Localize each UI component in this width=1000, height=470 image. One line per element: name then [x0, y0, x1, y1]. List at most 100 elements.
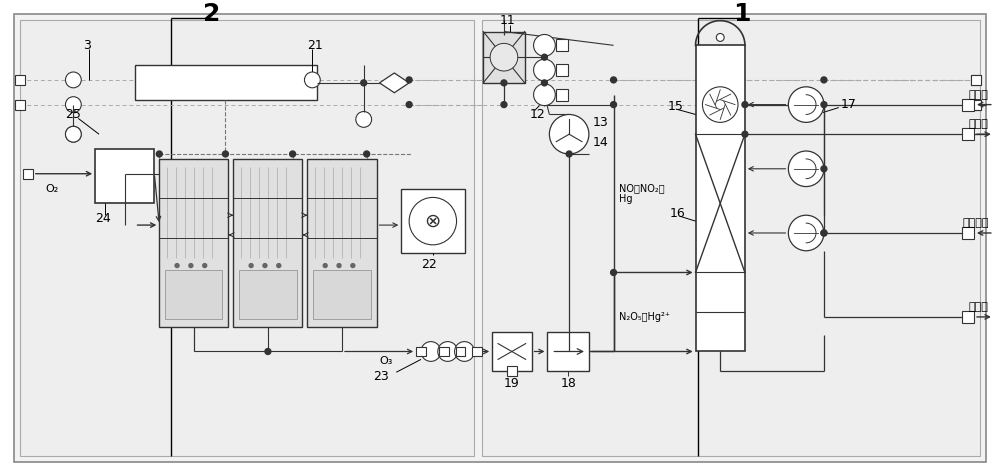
- Bar: [556, 89, 568, 101]
- Circle shape: [455, 342, 474, 361]
- Text: 25: 25: [65, 108, 81, 121]
- Bar: [159, 159, 228, 327]
- Text: O₂: O₂: [46, 184, 59, 194]
- Bar: [483, 31, 525, 83]
- Circle shape: [821, 77, 827, 83]
- Bar: [135, 65, 317, 100]
- Text: 3: 3: [83, 39, 91, 52]
- Text: 24: 24: [95, 212, 111, 225]
- Circle shape: [249, 264, 253, 267]
- Text: 11: 11: [500, 14, 516, 27]
- Circle shape: [364, 151, 370, 157]
- Circle shape: [406, 77, 412, 83]
- Bar: [962, 128, 974, 140]
- Bar: [307, 159, 377, 327]
- Bar: [696, 45, 745, 352]
- Circle shape: [156, 151, 162, 157]
- Circle shape: [534, 34, 555, 56]
- Circle shape: [222, 151, 228, 157]
- Bar: [962, 227, 974, 239]
- Circle shape: [438, 342, 458, 361]
- Bar: [165, 269, 222, 319]
- Circle shape: [821, 230, 827, 236]
- Bar: [547, 332, 589, 371]
- Text: 23: 23: [374, 370, 389, 383]
- Bar: [971, 100, 981, 110]
- Bar: [962, 311, 974, 323]
- Bar: [15, 75, 25, 85]
- Bar: [971, 75, 981, 85]
- Circle shape: [277, 264, 281, 267]
- Bar: [492, 332, 532, 371]
- Circle shape: [65, 126, 81, 142]
- Bar: [23, 169, 33, 179]
- Circle shape: [175, 264, 179, 267]
- Text: O₃: O₃: [380, 356, 393, 367]
- Circle shape: [263, 264, 267, 267]
- Circle shape: [323, 264, 327, 267]
- Circle shape: [611, 102, 617, 108]
- Text: 22: 22: [421, 258, 437, 271]
- Circle shape: [788, 151, 824, 187]
- Bar: [439, 346, 449, 356]
- Circle shape: [821, 230, 827, 236]
- Text: ⊗: ⊗: [425, 212, 441, 231]
- Bar: [416, 346, 426, 356]
- Circle shape: [541, 80, 547, 86]
- Bar: [472, 346, 482, 356]
- Text: 19: 19: [504, 376, 520, 390]
- Circle shape: [65, 97, 81, 112]
- Circle shape: [361, 80, 367, 86]
- Text: 18: 18: [560, 376, 576, 390]
- Bar: [971, 100, 981, 110]
- Circle shape: [265, 349, 271, 354]
- Circle shape: [337, 264, 341, 267]
- Circle shape: [821, 166, 827, 172]
- Bar: [456, 346, 465, 356]
- Bar: [95, 149, 154, 204]
- Circle shape: [611, 269, 617, 275]
- Text: NO、NO₂、
Hg: NO、NO₂、 Hg: [619, 183, 664, 204]
- Bar: [556, 64, 568, 76]
- Circle shape: [409, 197, 457, 245]
- Circle shape: [566, 151, 572, 157]
- Text: 废液出: 废液出: [969, 302, 989, 312]
- Bar: [482, 20, 980, 456]
- Text: N₂O₅、Hg²⁺: N₂O₅、Hg²⁺: [619, 312, 670, 322]
- Circle shape: [501, 102, 507, 108]
- Circle shape: [611, 77, 617, 83]
- Circle shape: [742, 131, 748, 137]
- Text: 15: 15: [668, 100, 684, 113]
- Circle shape: [788, 87, 824, 122]
- Circle shape: [716, 33, 724, 41]
- Text: 21: 21: [307, 39, 323, 52]
- Circle shape: [406, 102, 412, 108]
- Text: 16: 16: [670, 207, 686, 220]
- Circle shape: [356, 111, 372, 127]
- Circle shape: [304, 72, 320, 88]
- Polygon shape: [380, 73, 409, 93]
- Text: 14: 14: [593, 136, 609, 149]
- Circle shape: [490, 43, 518, 71]
- Circle shape: [534, 59, 555, 81]
- Text: 烟气出: 烟气出: [969, 119, 989, 129]
- Circle shape: [65, 72, 81, 88]
- Text: 13: 13: [593, 116, 609, 129]
- Bar: [401, 188, 465, 253]
- Circle shape: [534, 84, 555, 106]
- Bar: [962, 99, 974, 110]
- Circle shape: [702, 87, 738, 122]
- Circle shape: [421, 342, 441, 361]
- Text: 烟气入: 烟气入: [969, 90, 989, 100]
- Circle shape: [65, 126, 81, 142]
- Bar: [971, 75, 981, 85]
- Circle shape: [742, 102, 748, 108]
- Bar: [313, 269, 371, 319]
- Text: 1: 1: [733, 2, 751, 26]
- Circle shape: [821, 102, 827, 108]
- Bar: [556, 39, 568, 51]
- Bar: [233, 159, 302, 327]
- Circle shape: [203, 264, 207, 267]
- Circle shape: [541, 54, 547, 60]
- Circle shape: [290, 151, 296, 157]
